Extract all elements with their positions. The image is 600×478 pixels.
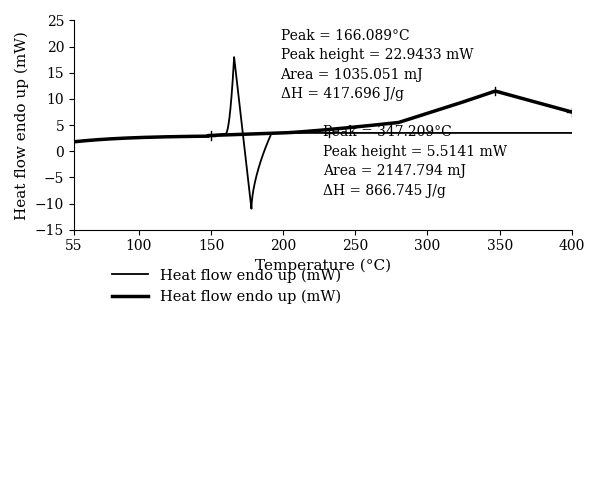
Line: Heat flow endo up (mW): Heat flow endo up (mW) [74,57,572,209]
Heat flow endo up (mW) [377,130,384,136]
Y-axis label: Heat flow endo up (mW): Heat flow endo up (mW) [15,31,29,219]
Heat flow endo up (mW) [248,206,255,212]
Heat flow endo up (mW) [478,93,485,99]
Heat flow endo up (mW) [568,109,575,115]
Heat flow endo up (mW) [70,139,77,145]
Legend: Heat flow endo up (mW), Heat flow endo up (mW): Heat flow endo up (mW), Heat flow endo u… [106,262,347,310]
Heat flow endo up (mW) [70,139,77,145]
Heat flow endo up (mW) [333,130,340,136]
X-axis label: Temperature (°C): Temperature (°C) [255,259,391,273]
Heat flow endo up (mW) [491,88,498,94]
Heat flow endo up (mW) [104,136,112,142]
Line: Heat flow endo up (mW): Heat flow endo up (mW) [74,91,572,142]
Text: Peak = 166.089°C
Peak height = 22.9433 mW
Area = 1035.051 mJ
ΔH = 417.696 J/g: Peak = 166.089°C Peak height = 22.9433 m… [281,29,473,101]
Heat flow endo up (mW) [492,88,499,94]
Heat flow endo up (mW) [487,90,494,96]
Heat flow endo up (mW) [80,138,88,144]
Text: Peak = 347.209°C
Peak height = 5.5141 mW
Area = 2147.794 mJ
ΔH = 866.745 J/g: Peak = 347.209°C Peak height = 5.5141 mW… [323,125,507,197]
Heat flow endo up (mW) [264,139,271,145]
Heat flow endo up (mW) [460,130,467,136]
Heat flow endo up (mW) [568,130,575,136]
Heat flow endo up (mW) [358,123,365,129]
Heat flow endo up (mW) [247,131,254,137]
Heat flow endo up (mW) [230,54,238,60]
Heat flow endo up (mW) [482,130,490,136]
